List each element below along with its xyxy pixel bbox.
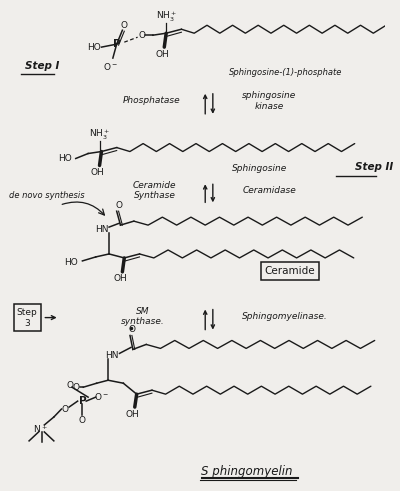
- Text: O: O: [72, 382, 79, 392]
- Text: sphingosine
kinase: sphingosine kinase: [242, 91, 296, 110]
- Text: OH: OH: [114, 274, 127, 283]
- Text: Sphingosine-(1)-phosphate: Sphingosine-(1)-phosphate: [228, 68, 342, 78]
- Text: SM
synthase.: SM synthase.: [120, 307, 164, 327]
- Text: OH: OH: [91, 168, 104, 177]
- Text: O$^-$: O$^-$: [94, 391, 109, 402]
- Text: HO: HO: [58, 154, 72, 163]
- Text: Ceramide: Ceramide: [265, 266, 315, 276]
- Text: NH$_3^+$: NH$_3^+$: [156, 10, 177, 25]
- Text: O$^-$: O$^-$: [104, 60, 118, 72]
- Text: NH$_3^+$: NH$_3^+$: [89, 128, 110, 142]
- Text: O: O: [121, 21, 128, 30]
- Text: Sphingosine: Sphingosine: [232, 164, 287, 173]
- Text: O: O: [139, 31, 146, 40]
- Text: N$^+$: N$^+$: [33, 423, 48, 435]
- Text: O: O: [62, 405, 69, 413]
- Text: O: O: [128, 325, 136, 334]
- Text: P: P: [78, 396, 86, 406]
- Text: HN: HN: [95, 224, 108, 234]
- Text: Ceramidase: Ceramidase: [242, 186, 296, 195]
- Text: HO: HO: [64, 258, 78, 268]
- Text: O: O: [66, 381, 74, 390]
- Text: Phosphatase: Phosphatase: [123, 96, 181, 106]
- Text: P: P: [113, 39, 120, 49]
- Text: Sphingomyelinase.: Sphingomyelinase.: [242, 312, 328, 321]
- Text: O: O: [115, 201, 122, 210]
- Text: HN: HN: [105, 351, 119, 360]
- Text: OH: OH: [156, 50, 169, 58]
- Text: HO: HO: [87, 43, 101, 52]
- Text: Ceramide
Synthase: Ceramide Synthase: [133, 181, 176, 200]
- Text: S phingomyelin: S phingomyelin: [201, 465, 293, 478]
- Text: OH: OH: [126, 409, 140, 418]
- Text: Step I: Step I: [25, 61, 60, 71]
- Text: Step
3: Step 3: [17, 307, 38, 327]
- Text: O: O: [79, 415, 86, 425]
- Text: Step II: Step II: [355, 163, 393, 172]
- Text: de novo synthesis: de novo synthesis: [9, 191, 85, 200]
